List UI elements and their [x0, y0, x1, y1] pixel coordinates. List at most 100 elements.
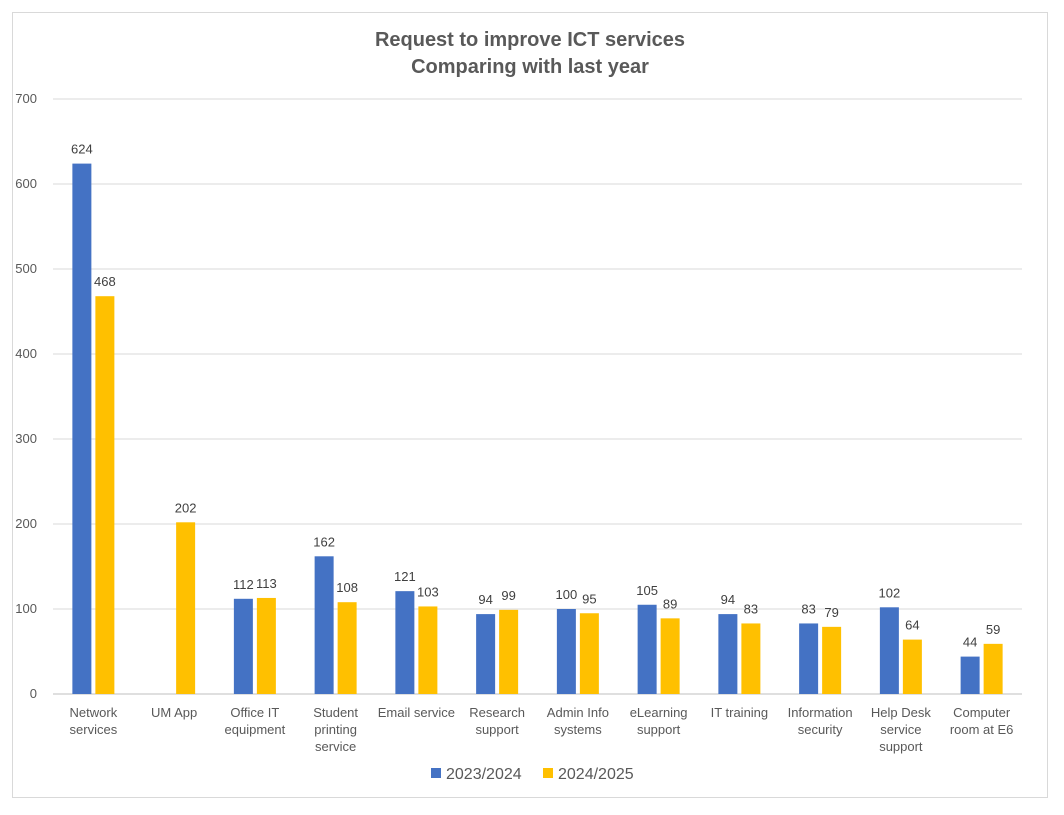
category-label: Network services	[70, 705, 118, 737]
bar-2023-2024-11	[960, 656, 980, 694]
data-label: 89	[663, 596, 677, 611]
data-label: 121	[394, 569, 416, 584]
bar-2023-2024-4	[395, 591, 415, 694]
category-label: Admin Info systems	[547, 705, 609, 737]
category-label-line: Research	[469, 705, 525, 720]
data-label: 113	[256, 576, 277, 591]
bar-2024-2025-10	[902, 639, 922, 694]
category-label: eLearning support	[630, 705, 688, 737]
y-tick-label: 100	[15, 601, 37, 616]
category-label-line: Computer	[953, 705, 1011, 720]
category-label-line: printing	[314, 722, 357, 737]
category-label-line: service	[315, 739, 356, 754]
category-label-line: equipment	[225, 722, 286, 737]
category-label-line: support	[475, 722, 519, 737]
data-label: 108	[336, 580, 358, 595]
x-axis-categories: Network services UM App Office IT equipment S…	[70, 705, 1014, 754]
legend-label: 2024/2025	[558, 766, 634, 783]
category-label-line: systems	[554, 722, 602, 737]
data-label: 100	[556, 587, 578, 602]
y-tick-label: 200	[15, 516, 37, 531]
data-label: 59	[986, 622, 1000, 637]
bar-2024-2025-2	[256, 597, 276, 694]
data-label: 468	[94, 274, 116, 289]
category-label-line: Email service	[378, 705, 455, 720]
category-label-line: UM App	[151, 705, 197, 720]
data-label: 95	[582, 591, 596, 606]
bar-2023-2024-9	[799, 623, 819, 694]
data-label: 103	[417, 584, 439, 599]
data-label: 83	[801, 601, 815, 616]
legend-label: 2023/2024	[446, 766, 522, 783]
category-label: Information security	[788, 705, 853, 737]
bar-2024-2025-4	[418, 606, 438, 694]
data-label: 105	[636, 583, 658, 598]
data-label: 162	[313, 534, 335, 549]
y-tick-label: 700	[15, 91, 37, 106]
bar-2024-2025-1	[176, 522, 196, 694]
bar-2023-2024-2	[233, 598, 253, 694]
category-label-line: Network	[70, 705, 118, 720]
data-label: 94	[721, 592, 735, 607]
legend: 2023/2024 2024/2025	[431, 766, 634, 783]
data-label: 99	[501, 588, 515, 603]
category-label-line: services	[70, 722, 118, 737]
bar-2023-2024-8	[718, 614, 738, 694]
category-label-line: Student	[313, 705, 358, 720]
bars	[72, 163, 1003, 695]
bar-2024-2025-7	[660, 618, 680, 694]
category-label: Email service	[378, 705, 455, 720]
bar-2023-2024-6	[556, 609, 576, 694]
category-label: Help Desk service support	[871, 705, 931, 754]
y-tick-label: 0	[30, 686, 37, 701]
data-label: 44	[963, 635, 977, 650]
category-label-line: IT training	[711, 705, 769, 720]
bar-2023-2024-10	[879, 607, 899, 694]
y-tick-label: 400	[15, 346, 37, 361]
category-label: Research support	[469, 705, 525, 737]
bar-2024-2025-0	[95, 296, 115, 694]
y-tick-label: 300	[15, 431, 37, 446]
y-tick-label: 600	[15, 176, 37, 191]
y-axis-ticks: 0 100 200 300 400 500 600 700	[15, 91, 37, 701]
category-label-line: security	[798, 722, 843, 737]
category-label: Computer room at E6	[950, 705, 1014, 737]
data-label: 112	[233, 577, 254, 592]
data-label: 624	[71, 142, 93, 157]
category-label-line: support	[637, 722, 681, 737]
bar-2024-2025-8	[741, 623, 761, 694]
category-label-line: service	[880, 722, 921, 737]
category-label-line: room at E6	[950, 722, 1014, 737]
data-label: 64	[905, 618, 919, 633]
category-label-line: Office IT	[230, 705, 279, 720]
bar-2024-2025-9	[822, 626, 842, 694]
category-label-line: support	[879, 739, 923, 754]
data-labels: 624 112 162 121 94 100 105 94 83 102 44 468 202 113 10…	[71, 142, 1000, 650]
category-label-line: eLearning	[630, 705, 688, 720]
legend-swatch	[431, 768, 441, 778]
category-label-line: Information	[788, 705, 853, 720]
category-label-line: Help Desk	[871, 705, 931, 720]
bar-2024-2025-5	[499, 609, 519, 694]
category-label: Office IT equipment	[225, 705, 286, 737]
category-label-line: Admin Info	[547, 705, 609, 720]
bar-2024-2025-11	[983, 643, 1003, 694]
bar-2023-2024-3	[314, 556, 334, 694]
legend-swatch	[543, 768, 553, 778]
bar-2023-2024-0	[72, 163, 92, 695]
data-label: 94	[478, 592, 492, 607]
data-label: 102	[879, 585, 901, 600]
chart-title-line-2: Comparing with last year	[411, 56, 649, 78]
category-label: IT training	[711, 705, 769, 720]
bar-2024-2025-3	[337, 602, 357, 694]
data-label: 79	[824, 605, 838, 620]
category-label: Student printing service	[313, 705, 358, 754]
y-tick-label: 500	[15, 261, 37, 276]
chart-title-line-1: Request to improve ICT services	[375, 29, 685, 51]
bar-2023-2024-7	[637, 604, 657, 694]
chart-title: Request to improve ICT services Comparing…	[375, 29, 685, 78]
bar-2023-2024-5	[476, 614, 496, 694]
gridlines	[53, 98, 1022, 695]
bar-2024-2025-6	[579, 613, 599, 694]
